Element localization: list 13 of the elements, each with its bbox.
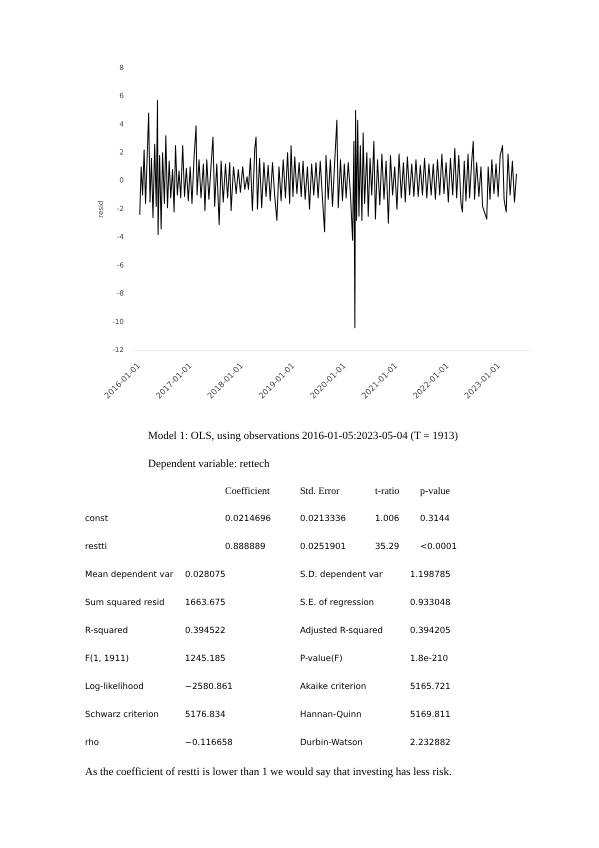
text: const 0.0214696 0.0213336 1.006 0.3144 xyxy=(85,514,450,524)
text: As the coefficient of restti is lower than 1 we would say that investing has less risk. xyxy=(84,766,453,780)
text: Model 1: OLS, using observations 2016-01-05:2023-05-04 (T = 1913) xyxy=(147,430,460,444)
text: restti 0.888889 0.0251901 35.29 <0.0001 xyxy=(85,542,457,552)
text: rho −0.116658 Durbin-Watson 2.232882 xyxy=(85,738,451,748)
text: R-squared 0.394522 Adjusted R-squared 0.394205 xyxy=(85,626,451,636)
text: Dependent variable: rettech xyxy=(147,458,271,472)
text: Schwarz criterion 5176.834 Hannan-Quinn 5169.811 xyxy=(85,710,451,720)
text: Log-likelihood −2580.861 Akaike criterion 5165.721 xyxy=(85,682,451,692)
text: F(1, 1911) 1245.185 P-value(F) 1.8e-210 xyxy=(85,654,448,664)
text: Mean dependent var 0.028075 S.D. dependent var 1.198785 xyxy=(85,570,451,580)
text: Sum squared resid 1663.675 S.E. of regression 0.933048 xyxy=(85,598,451,608)
text: Coefficient Std. Error t-ratio p-value xyxy=(225,486,450,497)
